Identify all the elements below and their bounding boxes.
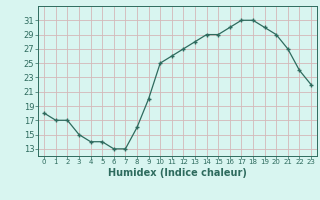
- X-axis label: Humidex (Indice chaleur): Humidex (Indice chaleur): [108, 168, 247, 178]
